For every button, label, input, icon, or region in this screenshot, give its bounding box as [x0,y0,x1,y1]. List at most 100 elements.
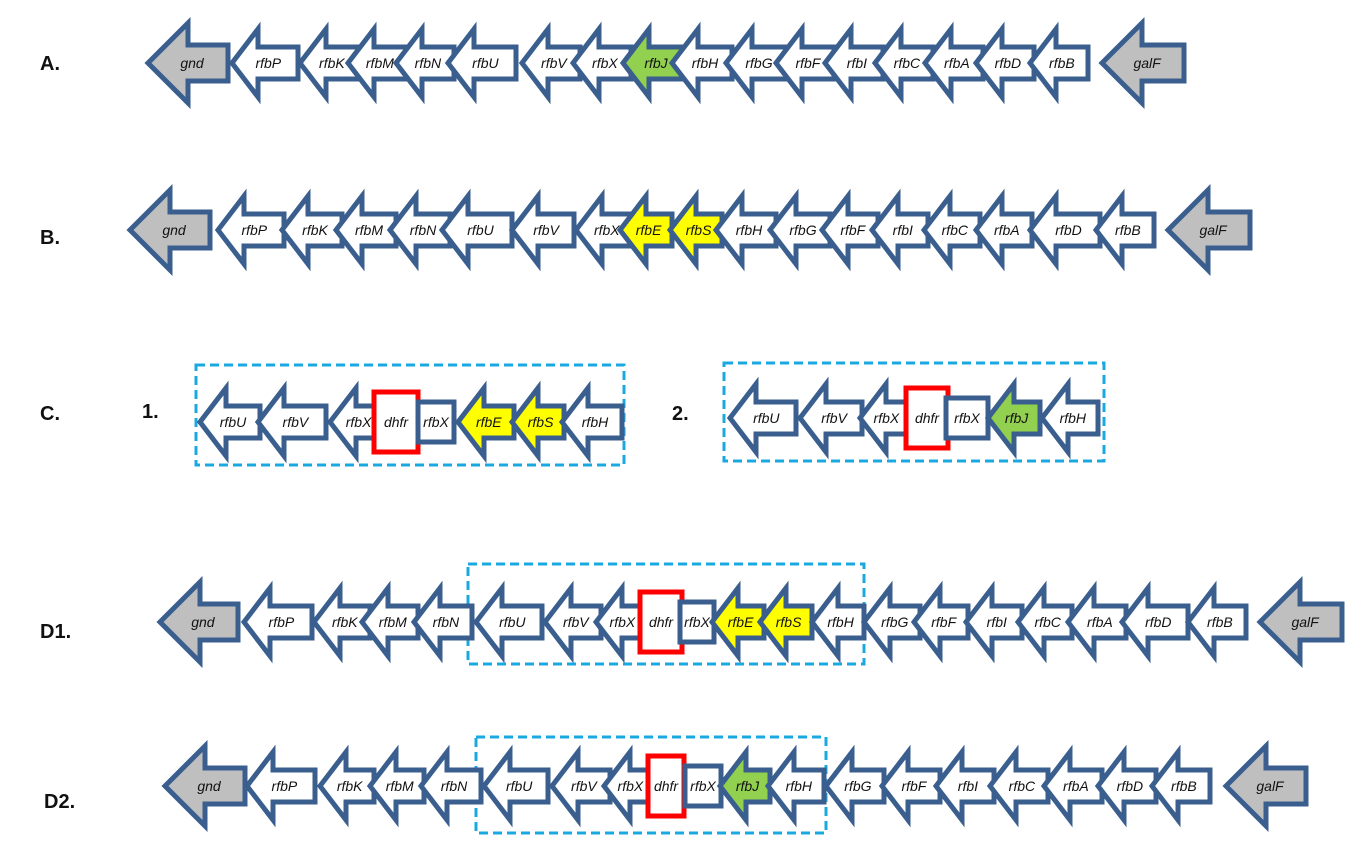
gene-rfbE-d1-10: rfbE [708,580,767,664]
gene-rfbJ-d2-10: rfbJ [716,744,773,828]
gene-rfbD-d2-17: rfbD [1094,744,1159,828]
gene-arrow [1098,16,1187,110]
gene-rfbD-d1-18: rfbD [1118,580,1191,664]
gene-label: dhfr [654,778,679,794]
gene-gnd-d2-0: gnd [161,739,248,833]
gene-label: rfbX [610,614,636,630]
gene-galF-a-17: galF [1098,16,1187,110]
gene-label: rfbM [386,778,414,794]
gene-label: rfbN [433,614,460,630]
gene-label: rfbA [944,55,970,71]
gene-arrow [1148,744,1213,828]
gene-label: rfbF [901,778,927,794]
gene-label: rfbD [995,55,1021,71]
gene-label: rfbN [415,55,442,71]
gene-arrow [243,744,318,828]
gene-label: rfbF [840,222,866,238]
gene-label: dhfr [649,614,674,630]
gene-label: rfbK [302,222,328,238]
gene-arrow [1164,183,1253,277]
gene-rfbS-d1-11: rfbS [756,580,815,664]
gene-rfbC-d1-16: rfbC [1014,580,1075,664]
gene-label: rfbH [827,614,854,630]
gene-rfbH-c1-7: rfbH [558,380,625,464]
sub-label-1: 1. [142,401,159,423]
sub-label-2: 2. [672,403,689,425]
dashed-box-c2 [722,361,1106,463]
gene-label: rfbV [283,414,310,430]
gene-label: dhfr [915,410,940,426]
gene-label: rfbG [881,614,908,630]
gene-label: rfbC [894,55,921,71]
gene-rfbU-c2-0: rfbU [726,376,799,460]
gene-label: rfbK [337,778,363,794]
gene-galF-d1-20: galF [1256,575,1345,669]
gene-rfbI-b-13: rfbI [868,188,931,272]
gene-arrow [144,16,231,110]
gene-label: rfbV [571,778,598,794]
gene-rfbS-c1-6: rfbS [508,380,567,464]
gene-label: rfbX [954,410,980,426]
gene-rfbU-a-5: rfbU [444,21,519,105]
gene-rfbP-d2-1: rfbP [243,744,318,828]
gene-galF-d2-19: galF [1222,739,1309,833]
gene-label: rfbN [410,222,437,238]
gene-label: rfbX [874,410,900,426]
gene-label: galF [1256,778,1285,794]
gene-arrow [254,380,329,464]
gene-rfbX-d2-9: rfbX [682,763,724,809]
gene-label: rfbU [499,614,526,630]
gene-rfbP-d1-1: rfbP [240,580,315,664]
gene-label: rfbD [1055,222,1081,238]
gene-arrow [444,21,519,105]
gene-rfbH-d2-11: rfbH [764,744,827,828]
gene-arrow [726,376,799,460]
gene-rfbV-c2-1: rfbV [796,376,865,460]
gene-arrow [1184,580,1249,664]
gene-label: gnd [162,222,187,238]
gene-label: rfbV [533,222,560,238]
gene-label: rfbU [506,778,533,794]
gene-label: rfbB [1115,222,1141,238]
gene-rfbX-d1-7: rfbX [592,580,647,664]
row-label-layer: A. B. C. 1. 2. D1. D2. [40,53,689,813]
gene-label: rfbX [594,222,620,238]
gene-label: rfbE [728,614,754,630]
gene-label: rfbH [1060,410,1087,426]
gene-label: rfbS [776,614,802,630]
gene-label: rfbX [423,414,449,430]
gene-arrow [1222,739,1309,833]
gene-label: rfbC [942,222,969,238]
gene-galF-b-18: galF [1164,183,1253,277]
gene-label: rfbF [795,55,821,71]
gene-rfbC-d2-15: rfbC [986,744,1051,828]
gene-label: gnd [191,614,216,630]
gene-gnd-a-0: gnd [144,16,231,110]
gene-label: rfbA [994,222,1020,238]
gene-rfbU-d2-5: rfbU [480,744,551,828]
gene-rfbF-d2-13: rfbF [878,744,943,828]
gene-label: rfbX [618,778,644,794]
gene-rfbP-b-1: rfbP [214,188,287,272]
gene-label: rfbG [844,778,871,794]
gene-label: rfbK [319,55,345,71]
gene-rfbX-c2-4: rfbX [943,395,991,441]
gene-label: rfbN [441,778,468,794]
gene-arrow [410,580,475,664]
gene-label: rfbB [1207,614,1233,630]
gene-dhfr-d2-8: dhfr [645,753,687,819]
gene-label: rfbV [563,614,590,630]
gene-label: rfbB [1049,55,1075,71]
gene-gnd-d1-0: gnd [156,575,241,669]
gene-label: rfbD [1145,614,1171,630]
row-label-a: A. [40,53,60,75]
gene-label: rfbX [592,55,618,71]
gene-label: rfbM [355,222,383,238]
gene-label: rfbU [220,414,247,430]
gene-label: galF [1133,55,1162,71]
gene-dhfr-d1-8: dhfr [637,589,685,655]
gene-rfbB-d2-18: rfbB [1148,744,1213,828]
row-label-d1: D1. [40,621,71,643]
gene-rfbJ-c2-5: rfbJ [984,376,1043,460]
